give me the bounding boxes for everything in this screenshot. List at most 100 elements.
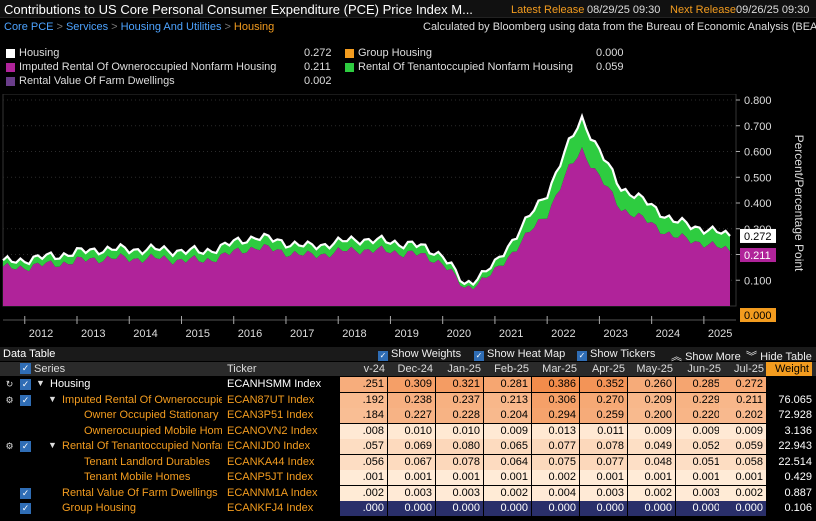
value-cell[interactable]: 0.002 [532, 470, 579, 485]
ticker-cell[interactable]: ECANKA44 Index [227, 455, 315, 468]
series-name[interactable]: Tenant Mobile Homes [84, 471, 191, 483]
column-header-month[interactable]: Feb-25 [494, 363, 529, 375]
value-cell[interactable]: .002 [340, 485, 387, 501]
value-cell[interactable]: .001 [340, 470, 387, 485]
value-cell[interactable]: 0.064 [484, 454, 531, 470]
ticker-cell[interactable]: ECANHSMM Index [227, 378, 322, 390]
value-cell[interactable]: 0.213 [484, 392, 531, 408]
value-cell[interactable]: 0.077 [532, 439, 579, 454]
row-checkbox[interactable]: ✓ [20, 379, 31, 390]
value-cell[interactable]: 0.001 [580, 470, 627, 485]
value-cell[interactable]: 0.270 [580, 392, 627, 408]
column-header-month[interactable]: Jan-25 [447, 363, 481, 375]
value-cell[interactable]: 0.227 [388, 408, 435, 423]
table-row[interactable]: Ownerocuupied Mobile Homes ECANOVN2 Index… [0, 423, 816, 439]
value-cell[interactable]: 0.211 [719, 392, 766, 408]
value-cell[interactable]: 0.321 [436, 377, 483, 392]
value-cell[interactable]: 0.077 [580, 454, 627, 470]
value-cell[interactable]: 0.001 [484, 470, 531, 485]
refresh-icon[interactable]: ↻ [5, 379, 14, 389]
table-row[interactable]: Tenant Landlord Durables ECANKA44 Index .0… [0, 454, 816, 470]
expand-caret-icon[interactable]: ▼ [48, 393, 57, 404]
value-cell[interactable]: 0.001 [436, 470, 483, 485]
ticker-cell[interactable]: ECAN3P51 Index [227, 409, 314, 421]
ticker-cell[interactable]: ECANP5JT Index [227, 471, 314, 483]
value-cell[interactable]: 0.001 [388, 470, 435, 485]
value-cell[interactable]: 0.285 [676, 377, 723, 392]
value-cell[interactable]: 0.272 [719, 377, 766, 392]
value-cell[interactable]: 0.238 [388, 392, 435, 408]
value-cell[interactable]: 0.078 [436, 454, 483, 470]
series-name[interactable]: Ownerocuupied Mobile Homes [84, 424, 222, 437]
legend-item-tenant-rental[interactable]: Rental Of Tenantoccupied Nonfarm Housing… [345, 61, 635, 74]
breadcrumb-core-pce[interactable]: Core PCE [4, 21, 54, 33]
table-row[interactable]: ↻ ✓ ▼ Housing ECANHSMM Index .251 0.309 0.321 0.… [0, 377, 816, 392]
value-cell[interactable]: .008 [340, 423, 387, 439]
value-cell[interactable]: 0.065 [484, 439, 531, 454]
value-cell[interactable]: 0.259 [580, 408, 627, 423]
value-cell[interactable]: .184 [340, 408, 387, 423]
column-header-weight[interactable]: Weight ↓ [766, 362, 812, 387]
breadcrumb-housing[interactable]: Housing [233, 21, 275, 33]
value-cell[interactable]: 0.080 [436, 439, 483, 454]
series-name[interactable]: Imputed Rental Of Owneroccupied Nonfarm … [62, 393, 222, 406]
series-name[interactable]: Rental Of Tenantoccupied Nonfarm Housing [62, 440, 222, 452]
value-cell[interactable]: 0.220 [676, 408, 723, 423]
legend-item-imputed-rental[interactable]: Imputed Rental Of Owneroccupied Nonfarm … [6, 61, 336, 74]
ticker-cell[interactable]: ECANIJD0 Index [227, 440, 311, 452]
table-row[interactable]: ⚙ ✓ ▼ Imputed Rental Of Owneroccupied Nonfa… [0, 392, 816, 408]
ticker-cell[interactable]: ECANKFJ4 Index [227, 502, 314, 514]
value-cell[interactable]: 0.075 [532, 454, 579, 470]
breadcrumb-services[interactable]: Services [65, 21, 109, 33]
column-header-month[interactable]: Dec-24 [397, 363, 433, 375]
legend-item-farm-dwellings[interactable]: Rental Value Of Farm Dwellings 0.002 [6, 75, 336, 88]
value-cell[interactable]: 0.003 [436, 485, 483, 501]
value-cell[interactable]: 0.000 [580, 501, 627, 516]
value-cell[interactable]: 0.202 [719, 408, 766, 423]
value-cell[interactable]: .057 [340, 439, 387, 454]
value-cell[interactable]: 0.000 [719, 501, 766, 516]
show-more-button[interactable]: ︽ Show More [671, 348, 741, 364]
legend-item-housing[interactable]: Housing 0.272 [6, 47, 336, 60]
value-cell[interactable]: 0.386 [532, 377, 579, 392]
value-cell[interactable]: 0.237 [436, 392, 483, 408]
table-row[interactable]: Tenant Mobile Homes ECANP5JT Index .001 0.0… [0, 470, 816, 485]
value-cell[interactable]: 0.011 [580, 423, 627, 439]
value-cell[interactable]: 0.000 [484, 501, 531, 516]
value-cell[interactable]: 0.229 [676, 392, 723, 408]
value-cell[interactable]: 0.001 [719, 470, 766, 485]
show-tickers-toggle[interactable]: ✓ Show Tickers [577, 348, 655, 361]
legend-item-group-housing[interactable]: Group Housing 0.000 [345, 47, 635, 60]
area-chart[interactable]: 0.1000.2000.3000.4000.5000.6000.7000.800… [0, 94, 816, 344]
table-row[interactable]: ✓ Rental Value Of Farm Dwellings ECANNM1A … [0, 485, 816, 501]
value-cell[interactable]: 0.200 [628, 408, 675, 423]
column-header-month[interactable]: v-24 [363, 363, 385, 375]
value-cell[interactable]: 0.000 [436, 501, 483, 516]
series-name[interactable]: Housing [50, 378, 91, 390]
value-cell[interactable]: 0.001 [628, 470, 675, 485]
value-cell[interactable]: .056 [340, 454, 387, 470]
value-cell[interactable]: 0.058 [719, 454, 766, 470]
value-cell[interactable]: 0.209 [628, 392, 675, 408]
value-cell[interactable]: 0.309 [388, 377, 435, 392]
value-cell[interactable]: 0.306 [532, 392, 579, 408]
value-cell[interactable]: 0.078 [580, 439, 627, 454]
value-cell[interactable]: 0.000 [676, 501, 723, 516]
value-cell[interactable]: .000 [340, 501, 387, 516]
show-heat-map-toggle[interactable]: ✓ Show Heat Map [474, 348, 565, 361]
value-cell[interactable]: 0.013 [532, 423, 579, 439]
value-cell[interactable]: 0.260 [628, 377, 675, 392]
ticker-cell[interactable]: ECANOVN2 Index [227, 424, 318, 437]
value-cell[interactable]: 0.003 [388, 485, 435, 501]
value-cell[interactable]: 0.003 [676, 485, 723, 501]
value-cell[interactable]: 0.052 [676, 439, 723, 454]
value-cell[interactable]: 0.051 [676, 454, 723, 470]
expand-caret-icon[interactable]: ▼ [48, 440, 57, 450]
row-checkbox[interactable]: ✓ [20, 441, 31, 452]
breadcrumb-housing-utilities[interactable]: Housing And Utilities [120, 21, 222, 33]
ticker-cell[interactable]: ECAN87UT Index [227, 393, 315, 406]
value-cell[interactable]: 0.069 [388, 439, 435, 454]
table-row[interactable]: ⚙ ✓ ▼ Rental Of Tenantoccupied Nonfarm Hous… [0, 439, 816, 454]
row-checkbox[interactable]: ✓ [20, 487, 31, 499]
value-cell[interactable]: 0.010 [436, 423, 483, 439]
